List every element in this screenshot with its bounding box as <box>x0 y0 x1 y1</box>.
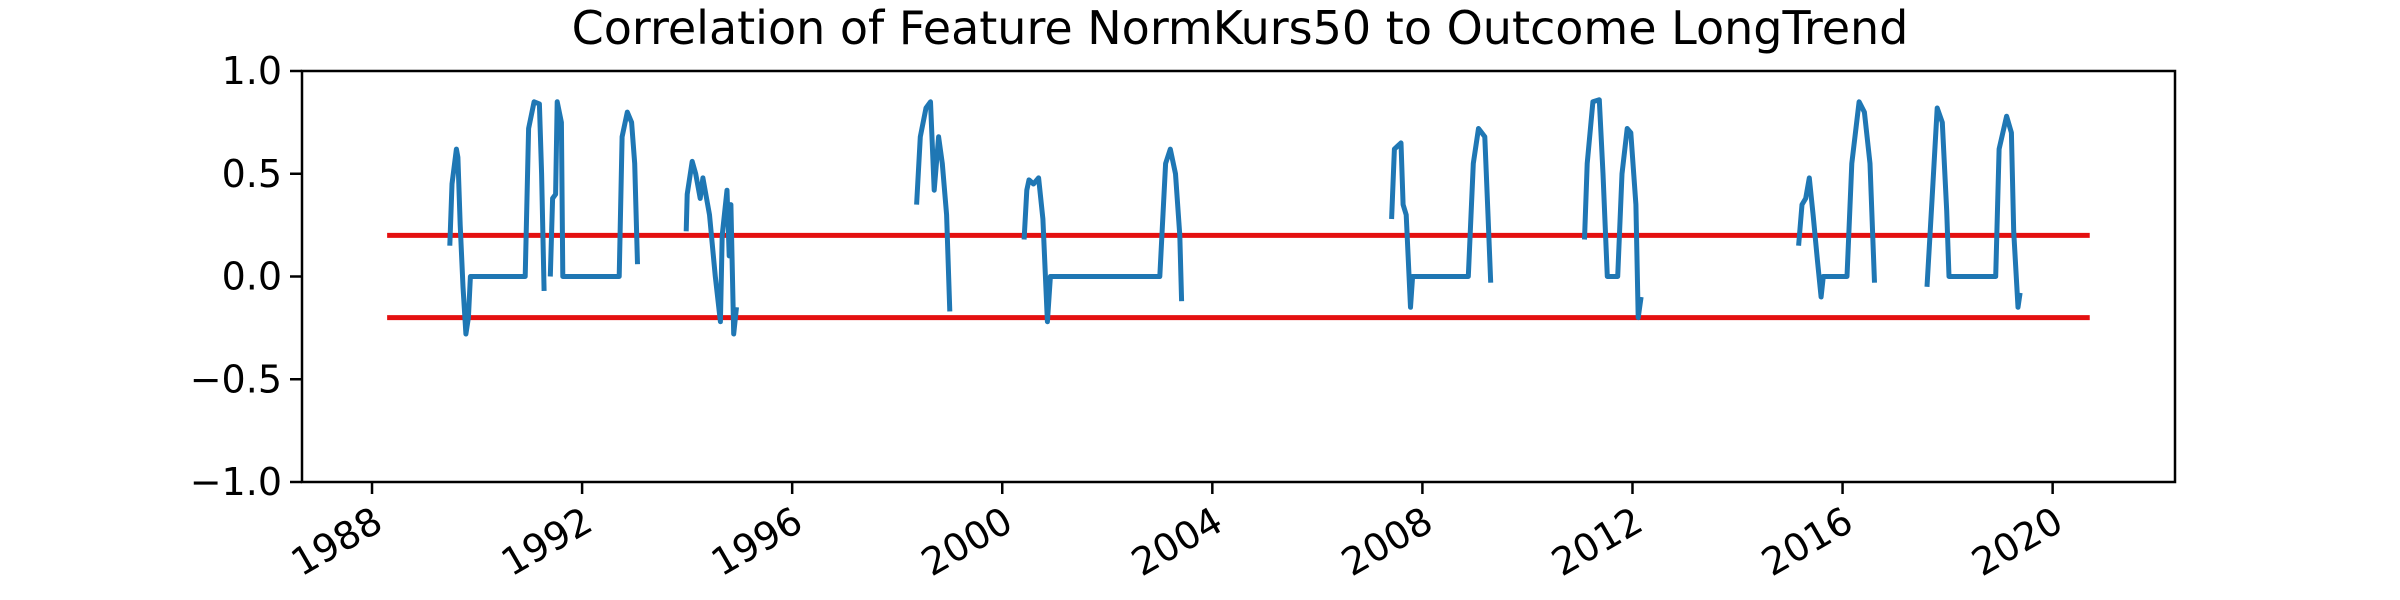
series-0-segment-4 <box>1021 146 1185 325</box>
y-tick-label: −1.0 <box>190 460 282 504</box>
chart-title: Correlation of Feature NormKurs50 to Out… <box>572 1 1909 55</box>
series-0-segment-2 <box>683 158 739 337</box>
x-tick-label: 1992 <box>494 498 600 584</box>
x-tick-label: 1988 <box>284 498 390 584</box>
series-0-segment-0 <box>447 99 547 337</box>
series-0-segment-6 <box>1582 97 1644 321</box>
plot-area <box>387 97 2090 337</box>
y-axis: −1.0 −0.5 0.0 0.5 1.0 <box>190 49 302 504</box>
x-axis: 1988 1992 1996 2000 2004 2008 2012 2016 2020 <box>284 482 2070 585</box>
series-0-segment-3 <box>914 99 953 312</box>
series-0-segment-7 <box>1796 99 1877 300</box>
y-tick-label: 1.0 <box>222 49 282 93</box>
y-tick-label: 0.0 <box>222 255 282 299</box>
x-tick-label: 1996 <box>704 498 810 584</box>
x-tick-label: 2004 <box>1124 498 1230 584</box>
x-tick-label: 2008 <box>1334 498 1440 584</box>
y-tick-label: −0.5 <box>190 357 282 401</box>
series-0-segment-8 <box>1924 105 2023 310</box>
y-tick-label: 0.5 <box>222 152 282 196</box>
x-tick-label: 2000 <box>914 498 1020 584</box>
series-0-segment-5 <box>1389 126 1494 310</box>
x-tick-label: 2012 <box>1544 498 1650 584</box>
series-0-segment-1 <box>547 99 640 279</box>
x-tick-label: 2016 <box>1754 498 1860 584</box>
x-tick-label: 2020 <box>1964 498 2070 584</box>
